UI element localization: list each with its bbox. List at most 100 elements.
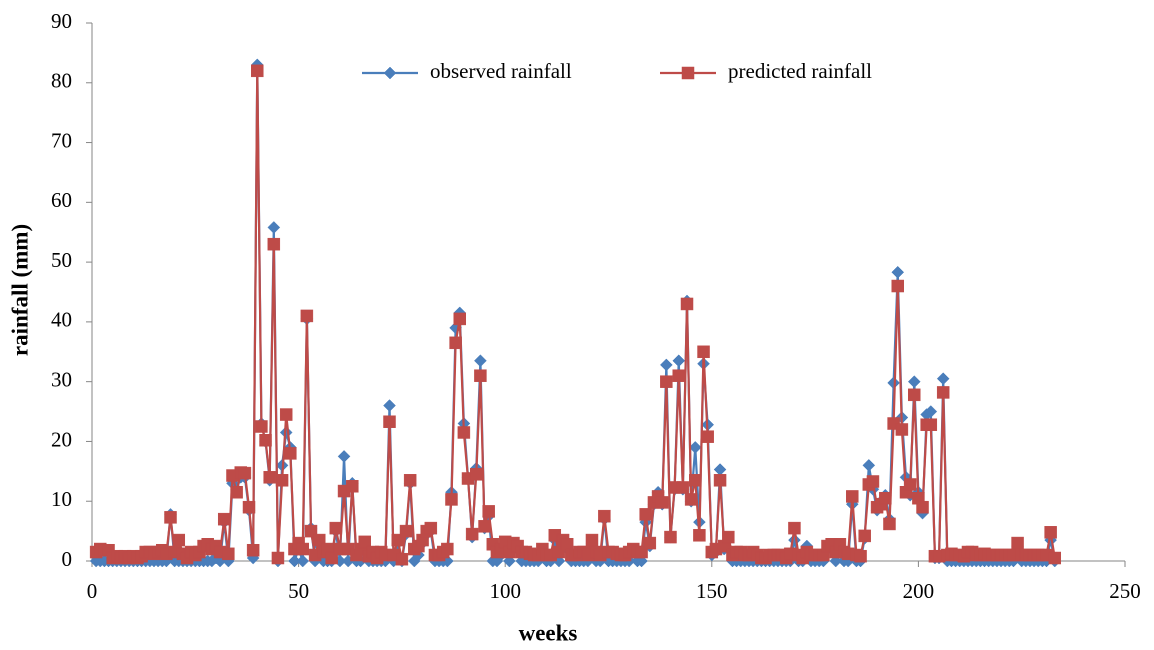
marker <box>1044 526 1057 539</box>
marker <box>246 543 260 557</box>
marker <box>172 533 186 547</box>
marker <box>296 554 310 568</box>
marker <box>643 536 657 550</box>
y-tick-label: 70 <box>51 128 72 152</box>
marker <box>924 418 938 431</box>
marker <box>1048 551 1062 565</box>
marker <box>854 549 867 563</box>
marker <box>924 405 938 418</box>
legend-label: observed rainfall <box>430 59 572 83</box>
marker <box>697 345 710 359</box>
marker <box>271 551 285 565</box>
y-tick-label: 90 <box>51 9 72 33</box>
x-tick-label: 200 <box>903 579 935 603</box>
marker <box>164 511 177 524</box>
y-tick-label: 30 <box>51 367 72 391</box>
marker <box>689 474 702 487</box>
marker <box>846 490 859 503</box>
marker <box>916 500 929 514</box>
marker <box>267 237 281 251</box>
marker <box>866 475 880 488</box>
marker <box>279 426 293 439</box>
marker <box>680 297 694 311</box>
marker <box>230 486 243 499</box>
marker <box>465 527 479 541</box>
marker <box>470 468 483 481</box>
marker <box>936 372 950 386</box>
marker <box>424 521 438 535</box>
marker <box>399 524 413 538</box>
marker <box>449 336 462 350</box>
marker <box>688 441 702 454</box>
marker <box>693 529 706 542</box>
y-tick-label: 80 <box>51 69 72 93</box>
marker <box>713 474 727 487</box>
marker <box>560 538 574 551</box>
marker <box>383 66 397 80</box>
marker <box>275 474 289 487</box>
marker <box>346 480 359 493</box>
marker <box>1011 536 1024 550</box>
y-tick-label: 50 <box>51 248 72 272</box>
marker <box>639 508 652 521</box>
marker <box>255 420 268 433</box>
marker <box>883 517 896 531</box>
marker <box>655 496 669 509</box>
legend-item: observed rainfall <box>362 59 572 83</box>
x-tick-label: 100 <box>489 579 521 603</box>
marker <box>672 354 686 368</box>
marker <box>788 533 801 547</box>
marker <box>598 509 611 523</box>
marker <box>453 312 466 326</box>
marker <box>895 423 909 436</box>
marker <box>713 463 727 476</box>
legend-label: predicted rainfall <box>728 59 872 83</box>
marker <box>267 221 281 234</box>
y-tick-label: 10 <box>51 487 72 511</box>
marker <box>879 491 892 505</box>
marker <box>681 66 695 80</box>
marker <box>263 471 276 484</box>
y-axis-title: rainfall (mm) <box>7 224 32 356</box>
marker <box>788 521 801 535</box>
marker <box>329 521 343 535</box>
marker <box>457 426 471 439</box>
x-axis-title: weeks <box>519 620 578 645</box>
marker <box>441 542 454 556</box>
x-tick-label: 250 <box>1109 579 1141 603</box>
marker <box>903 478 917 491</box>
marker <box>242 500 256 514</box>
marker <box>478 520 491 533</box>
marker <box>284 447 297 460</box>
marker <box>445 493 458 506</box>
x-tick-label: 0 <box>87 579 98 603</box>
marker <box>251 64 264 78</box>
marker <box>403 474 417 487</box>
marker <box>660 375 673 388</box>
marker <box>907 375 921 389</box>
marker <box>858 529 871 543</box>
marker <box>383 415 396 428</box>
y-tick-label: 20 <box>51 427 72 451</box>
y-tick-label: 0 <box>62 547 73 571</box>
marker <box>891 265 905 279</box>
marker <box>672 369 685 382</box>
marker <box>585 533 599 547</box>
marker <box>722 530 735 544</box>
marker <box>862 459 876 472</box>
marker <box>358 535 371 549</box>
marker <box>395 552 409 566</box>
x-tick-label: 50 <box>288 579 309 603</box>
marker <box>383 399 396 412</box>
marker <box>659 358 673 372</box>
marker <box>701 430 714 443</box>
marker <box>474 369 487 382</box>
marker <box>936 386 950 399</box>
marker <box>684 493 698 506</box>
marker <box>474 354 487 368</box>
marker <box>238 466 252 480</box>
y-tick-label: 60 <box>51 188 72 212</box>
legend-item: predicted rainfall <box>660 59 872 83</box>
series <box>89 64 1062 566</box>
y-tick-label: 40 <box>51 308 72 332</box>
